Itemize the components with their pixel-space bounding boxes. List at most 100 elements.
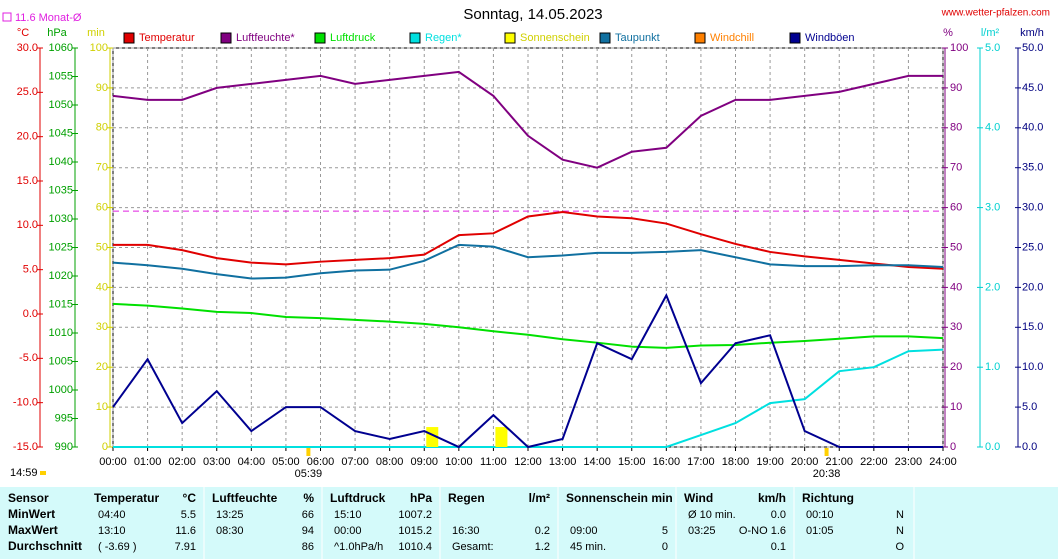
y-tick-label: 0 (950, 441, 956, 453)
y-tick-label: 80 (950, 122, 962, 134)
y-tick-label: 10.0 (1022, 361, 1043, 373)
y-tick-label: 0.0 (985, 441, 1000, 453)
col-unit: hPa (410, 491, 432, 505)
y-tick-label: 1040 (49, 156, 73, 168)
col-unit: °C (183, 491, 197, 505)
table-cell: 16:30 (452, 525, 480, 537)
sunrise: 05:39 (295, 468, 323, 480)
table-cell: 11.6 (175, 525, 196, 537)
legend-swatch (314, 32, 326, 44)
y-tick-label: 15.0 (17, 175, 38, 187)
legend-label: Windböen (805, 32, 855, 44)
x-tick-label: 01:00 (134, 456, 162, 468)
y-tick-label: 1030 (49, 213, 73, 225)
table-cell: 5.5 (181, 509, 196, 521)
row-label: Durchschnitt (8, 539, 82, 553)
col-title: Luftfeuchte (212, 491, 278, 505)
y-tick-label: -15.0 (13, 441, 38, 453)
x-tick-label: 03:00 (203, 456, 231, 468)
col-title: Wind (684, 491, 713, 505)
table-cell: N (896, 525, 904, 537)
x-tick-label: 21:00 (825, 456, 853, 468)
y-tick-label: 40 (950, 281, 962, 293)
y-tick-label: 1005 (49, 355, 73, 367)
sun-bar (426, 427, 439, 447)
y-tick-label: 10.0 (17, 219, 38, 231)
y-tick-label: 90 (96, 82, 108, 94)
y-tick-label: 20.0 (1022, 281, 1043, 293)
y-tick-label: 1.0 (985, 361, 1000, 373)
legend-label: Windchill (710, 32, 754, 44)
axis-unit: min (87, 27, 105, 39)
legend-label: Sonnenschein (520, 32, 590, 44)
generated: 14:59 (10, 467, 38, 479)
x-tick-label: 13:00 (549, 456, 577, 468)
table-cell: 04:40 (98, 509, 126, 521)
table-cell: Gesamt: (452, 541, 494, 553)
x-tick-label: 23:00 (895, 456, 923, 468)
y-tick-label: 1060 (49, 42, 73, 54)
x-tick-label: 14:00 (583, 456, 611, 468)
row-label: MinWert (8, 507, 55, 521)
table-cell: ( -3.69 ) (98, 541, 137, 553)
axis-unit: hPa (47, 27, 67, 39)
table-cell: 1015.2 (398, 525, 432, 537)
legend-swatch (789, 32, 801, 44)
sun-icon (40, 471, 46, 475)
y-tick-label: 20 (96, 361, 108, 373)
table-cell: 45 min. (570, 541, 606, 553)
y-tick-label: 100 (950, 42, 968, 54)
source: www.wetter-pfalzen.com (941, 8, 1050, 19)
table-cell: 1.2 (535, 541, 550, 553)
y-tick-label: 1055 (49, 70, 73, 82)
sunrise-mark (306, 448, 311, 456)
y-tick-label: 5.0 (985, 42, 1000, 54)
legend-label: Temperatur (139, 32, 195, 44)
y-tick-label: 995 (55, 412, 73, 424)
legend-swatch (504, 32, 516, 44)
table-cell: 00:10 (806, 509, 834, 521)
col-unit: km/h (758, 491, 786, 505)
x-tick-label: 08:00 (376, 456, 404, 468)
x-tick-label: 00:00 (99, 456, 127, 468)
y-tick-label: 30.0 (17, 42, 38, 54)
x-tick-label: 10:00 (445, 456, 473, 468)
legend-label: Luftfeuchte* (236, 32, 295, 44)
axis-unit: % (943, 27, 953, 39)
y-tick-label: 10 (950, 401, 962, 413)
y-tick-label: 1010 (49, 327, 73, 339)
table-cell: 13:10 (98, 525, 126, 537)
table-cell: O (895, 541, 904, 553)
table-cell: 03:25 (688, 525, 716, 537)
sun-bar (495, 427, 508, 447)
y-tick-label: 80 (96, 122, 108, 134)
y-tick-label: 35.0 (1022, 162, 1043, 174)
table-cell: 0.2 (535, 525, 550, 537)
y-tick-label: 20.0 (17, 131, 38, 143)
y-tick-label: 0.0 (23, 308, 38, 320)
y-tick-label: 60 (950, 202, 962, 214)
y-tick-label: 10 (96, 401, 108, 413)
table-cell: N (896, 509, 904, 521)
series-line (112, 302, 944, 349)
y-tick-label: 90 (950, 82, 962, 94)
y-tick-label: 40 (96, 281, 108, 293)
col-unit: % (303, 491, 314, 505)
row-label: MaxWert (8, 523, 58, 537)
y-tick-label: 30.0 (1022, 202, 1043, 214)
y-tick-label: 2.0 (985, 281, 1000, 293)
x-tick-label: 09:00 (410, 456, 438, 468)
y-tick-label: 1000 (49, 384, 73, 396)
col-title: Sonnenschein min (566, 491, 673, 505)
y-tick-label: 25.0 (1022, 241, 1043, 253)
y-tick-label: 1025 (49, 241, 73, 253)
col-title: Temperatur (94, 491, 159, 505)
y-tick-label: 1015 (49, 298, 73, 310)
x-tick-label: 07:00 (341, 456, 369, 468)
avg-label: 11.6 Monat-Ø (15, 12, 82, 24)
sunset: 20:38 (813, 468, 841, 480)
y-tick-label: 50 (950, 241, 962, 253)
x-tick-label: 12:00 (514, 456, 542, 468)
y-tick-label: 40.0 (1022, 122, 1043, 134)
table-cell: 00:00 (334, 525, 362, 537)
